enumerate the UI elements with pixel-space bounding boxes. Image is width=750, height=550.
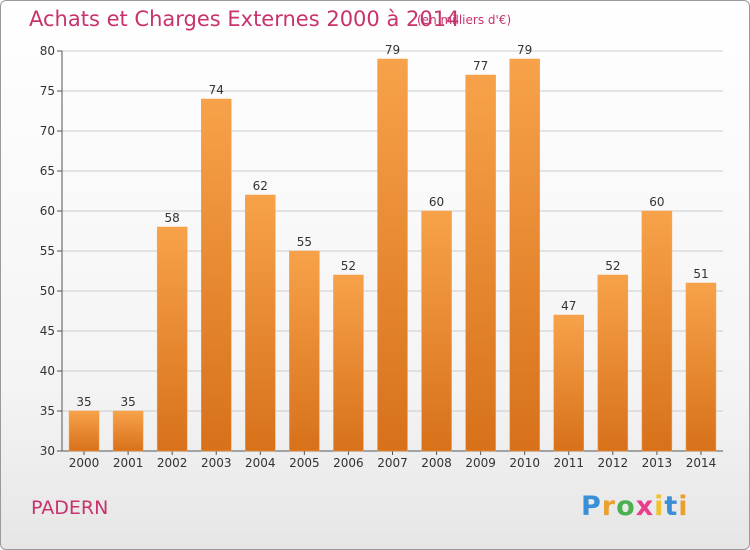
value-label: 79: [517, 43, 532, 57]
logo-letter: P: [581, 491, 602, 522]
labels: 30 35 40 45 50 55 60 65 70 75 80 35 2000 35 2001 58 2002…: [40, 43, 717, 470]
bar-2002: [156, 226, 188, 452]
x-tick-label: 2011: [553, 456, 584, 470]
bar-2013: [641, 210, 673, 452]
x-tick-label: 2006: [333, 456, 364, 470]
value-label: 35: [76, 395, 91, 409]
bar-2001: [112, 410, 144, 452]
x-tick-label: 2001: [113, 456, 144, 470]
x-tick-label: 2004: [245, 456, 276, 470]
y-tick-label: 70: [40, 124, 55, 138]
value-label: 47: [561, 299, 576, 313]
x-tick-label: 2009: [465, 456, 496, 470]
y-tick-label: 75: [40, 84, 55, 98]
value-label: 60: [649, 195, 664, 209]
bar-2011: [553, 314, 584, 452]
y-tick-label: 65: [40, 164, 55, 178]
chart-subtitle: (en milliers d'€): [417, 13, 512, 27]
logo-letter: x: [635, 491, 655, 522]
y-tick-label: 40: [40, 364, 55, 378]
x-tick-label: 2002: [157, 456, 188, 470]
place-name: PADERN: [31, 497, 109, 519]
bar-2012: [597, 274, 629, 452]
y-tick-label: 50: [40, 284, 55, 298]
x-tick-label: 2012: [598, 456, 629, 470]
logo-letter: t: [664, 491, 679, 522]
y-tick-label: 30: [40, 444, 55, 458]
bar-2009: [465, 74, 496, 452]
logo-letter: r: [601, 491, 617, 522]
value-label: 77: [473, 59, 488, 73]
proxiti-logo[interactable]: Proxiti: [581, 491, 689, 522]
value-label: 35: [120, 395, 135, 409]
bars: [68, 58, 717, 452]
value-label: 74: [209, 83, 224, 97]
value-label: 55: [297, 235, 312, 249]
logo-letter: i: [678, 491, 689, 522]
bar-2008: [421, 210, 452, 452]
x-tick-label: 2005: [289, 456, 320, 470]
bar-2014: [685, 282, 717, 452]
logo-letter: o: [616, 491, 636, 522]
bar-2003: [201, 98, 232, 452]
bar-2006: [333, 274, 364, 452]
logo-letter: i: [654, 491, 665, 522]
x-tick-label: 2010: [509, 456, 540, 470]
bar-2005: [289, 250, 320, 452]
value-label: 58: [165, 211, 180, 225]
bar-2004: [245, 194, 276, 452]
y-tick-label: 60: [40, 204, 55, 218]
y-tick-label: 45: [40, 324, 55, 338]
y-tick-label: 80: [40, 44, 55, 58]
y-tick-label: 35: [40, 404, 55, 418]
value-label: 52: [605, 259, 620, 273]
bar-2007: [377, 58, 408, 452]
x-tick-label: 2008: [421, 456, 452, 470]
y-tick-label: 55: [40, 244, 55, 258]
x-tick-label: 2014: [686, 456, 717, 470]
x-tick-label: 2007: [377, 456, 408, 470]
bar-2010: [509, 58, 540, 452]
bar-2000: [68, 410, 100, 452]
value-label: 62: [253, 179, 268, 193]
x-tick-label: 2000: [69, 456, 100, 470]
x-tick-label: 2013: [642, 456, 673, 470]
chart-title: Achats et Charges Externes 2000 à 2014: [29, 7, 460, 31]
x-tick-label: 2003: [201, 456, 232, 470]
value-label: 79: [385, 43, 400, 57]
value-label: 51: [693, 267, 708, 281]
value-label: 60: [429, 195, 444, 209]
value-label: 52: [341, 259, 356, 273]
